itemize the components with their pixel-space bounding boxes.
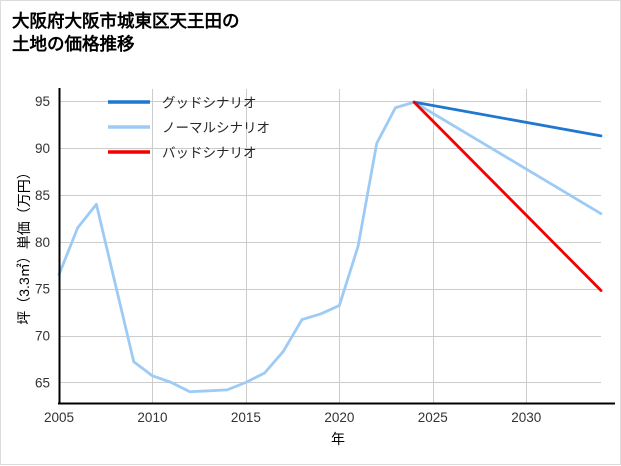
legend-label-normal: ノーマルシナリオ [162, 121, 270, 136]
axis-spines [58, 88, 615, 405]
y-axis-title: 坪（3.3㎡）単価（万円） [16, 165, 32, 324]
gridlines-group [59, 89, 601, 403]
series-line-バッドシナリオ [412, 100, 603, 292]
legend-label-good: グッドシナリオ [162, 96, 257, 111]
x-tick-label: 2020 [324, 410, 354, 425]
y-tick-label: 85 [35, 188, 50, 203]
y-tick-label: 75 [35, 282, 50, 297]
x-tick-labels: 2005 2010 2015 2020 2025 2030 [44, 410, 541, 425]
x-tick-label: 2015 [231, 410, 261, 425]
y-tick-label: 80 [35, 235, 50, 250]
y-tick-label: 65 [35, 375, 50, 390]
y-tick-label: 90 [35, 141, 50, 156]
x-axis-title: 年 [331, 431, 345, 447]
legend-label-bad: バッドシナリオ [162, 146, 257, 161]
x-tick-label: 2030 [511, 410, 541, 425]
x-tick-label: 2005 [44, 410, 74, 425]
x-tick-label: 2010 [137, 410, 167, 425]
series-group [57, 100, 603, 394]
chart-title: 大阪府大阪市城東区天王田の 土地の価格推移 [12, 11, 240, 55]
y-tick-labels: 65 70 75 80 85 90 95 [35, 94, 50, 390]
x-tick-label: 2025 [418, 410, 448, 425]
y-tick-label: 95 [35, 94, 50, 109]
series-line-ノーマルシナリオ [57, 100, 603, 394]
series-line-グッドシナリオ [412, 100, 603, 138]
y-tick-label: 70 [35, 329, 50, 344]
